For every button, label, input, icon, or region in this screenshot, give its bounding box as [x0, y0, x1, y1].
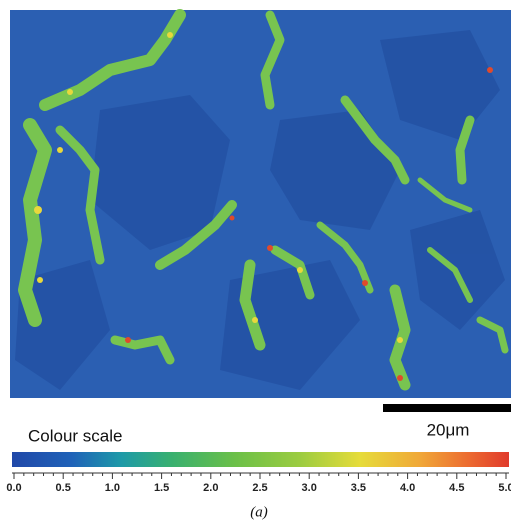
orientation-map — [10, 9, 511, 398]
tick-label: 2.5 — [252, 482, 267, 494]
tick-label: 0.0 — [6, 482, 21, 494]
tick-label: 1.5 — [154, 482, 169, 494]
colour-ticks: 0.0 0.5 1.0 1.5 2.0 2.5 3.0 3.5 4.0 4.5 5.0 — [6, 473, 511, 494]
tick-label: 2.0 — [203, 482, 218, 494]
scale-bar — [383, 404, 511, 412]
tick-label: 1.0 — [105, 482, 120, 494]
colour-bar — [12, 452, 509, 467]
caption: (a) — [250, 504, 268, 520]
colour-scale-title: Colour scale — [28, 426, 123, 445]
tick-label: 3.0 — [302, 482, 317, 494]
tick-label: 3.5 — [351, 482, 366, 494]
tick-label: 0.5 — [56, 482, 71, 494]
tick-label: 5.0 — [498, 482, 511, 494]
tick-label: 4.0 — [400, 482, 415, 494]
tick-label: 4.5 — [449, 482, 464, 494]
scale-bar-label: 20μm — [427, 420, 470, 439]
